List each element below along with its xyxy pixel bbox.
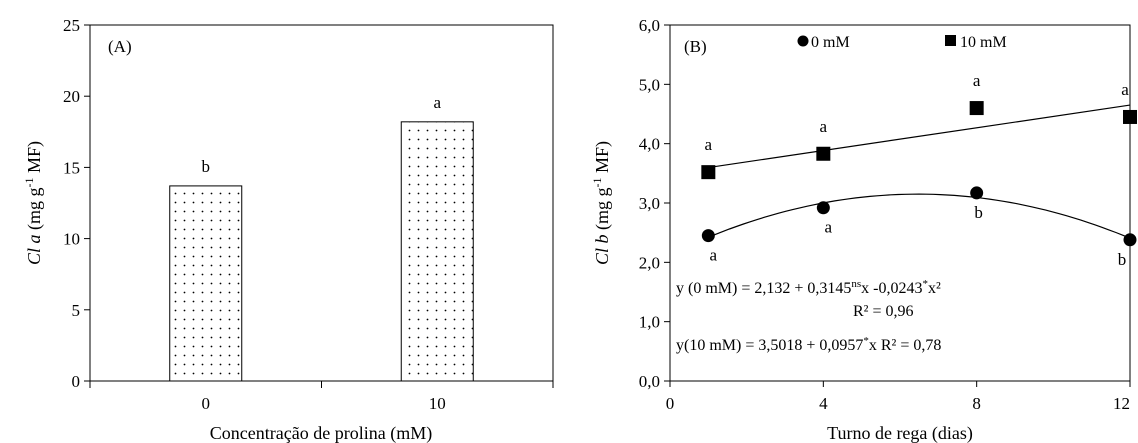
fit-lines-b [708, 104, 1131, 239]
equation-0mm-post: x² [928, 280, 941, 297]
y-axis-title-b: Cl b (mg g-1 MF) [590, 141, 613, 265]
x-tick-label-a: 0 [202, 394, 211, 413]
point-0mm [970, 186, 984, 200]
plot-frame-b [669, 24, 1131, 382]
x-tick-label-b: 8 [972, 394, 981, 413]
equation-10mm: y(10 mM) = 3,5018 + 0,0957*x R² = 0,78 [676, 335, 941, 354]
equation-10mm-star: * [863, 335, 869, 347]
bar-10 [400, 121, 474, 382]
point-letter-0mm: b [1118, 250, 1127, 269]
bars-a: ba [169, 93, 474, 382]
y-tick-label-a: 10 [63, 230, 80, 249]
y-axis-title-a-pre: (mg g [24, 188, 45, 235]
point-0mm [701, 229, 715, 243]
y-tick-label-b: 4,0 [639, 135, 660, 154]
y-axis-title-b-post: MF) [592, 141, 613, 178]
y-tick-label-b: 1,0 [639, 313, 660, 332]
x-tick-label-b: 0 [666, 394, 675, 413]
bar-letter-0: b [202, 157, 211, 176]
bar-0 [169, 185, 243, 382]
legend-label-0mm: 0 mM [811, 34, 850, 51]
x-axis-b: 0 4 8 12 [666, 381, 1131, 413]
legend-b: 0 mM 10 mM [797, 34, 1007, 51]
fit-line-10mm [708, 104, 1131, 169]
y-tick-label-a: 0 [72, 372, 81, 391]
y-axis-title-a-post: MF) [24, 141, 45, 178]
point-letter-0mm: a [825, 218, 833, 237]
points-b: a a b b a a a a [701, 71, 1137, 269]
x-tick-label-b: 12 [1113, 394, 1130, 413]
point-letter-10mm: a [973, 71, 981, 90]
y-tick-label-b: 2,0 [639, 253, 660, 272]
point-0mm [816, 201, 830, 215]
equation-10mm-pre: y(10 mM) = 3,5018 + 0,0957 [676, 337, 863, 354]
point-letter-0mm: b [974, 203, 983, 222]
panel-label-a: (A) [108, 37, 132, 56]
equation-0mm: y (0 mM) = 2,132 + 0,3145nsx -0,0243*x² [676, 278, 941, 297]
r-squared-0mm: R² = 0,96 [853, 303, 914, 320]
y-axis-title-b-pre: (mg g [592, 188, 613, 235]
y-axis-title-a: Cl a (mg g-1 MF) [22, 141, 45, 265]
point-letter-10mm: a [705, 135, 713, 154]
equation-0mm-mid: x -0,0243 [861, 280, 922, 297]
legend-marker-0mm [797, 35, 809, 47]
y-tick-label-b: 6,0 [639, 16, 660, 35]
equation-0mm-ns: ns [851, 278, 861, 290]
y-tick-label-b: 5,0 [639, 75, 660, 94]
y-tick-label-a: 25 [63, 16, 80, 35]
x-tick-label-b: 4 [819, 394, 828, 413]
plot-frame-a [89, 24, 554, 382]
y-axis-b: 0,0 1,0 2,0 3,0 4,0 5,0 6,0 [639, 16, 670, 391]
point-10mm [1123, 109, 1137, 124]
equation-10mm-post: x R² = 0,78 [869, 337, 942, 354]
y-axis-title-b-sup: -1 [590, 178, 604, 188]
point-letter-0mm: a [710, 246, 718, 265]
x-axis-title-b: Turno de rega (dias) [827, 423, 973, 443]
y-axis-a: 0 5 10 15 20 25 [63, 16, 90, 391]
y-tick-label-a: 5 [72, 301, 81, 320]
point-10mm [816, 146, 831, 161]
point-10mm [701, 165, 716, 180]
y-tick-label-b: 0,0 [639, 372, 660, 391]
legend-marker-10mm [945, 35, 956, 46]
legend-label-10mm: 10 mM [960, 34, 1007, 51]
y-axis-title-a-italic: Cl a [24, 235, 44, 266]
point-letter-10mm: a [820, 117, 828, 136]
y-tick-label-b: 3,0 [639, 194, 660, 213]
y-tick-label-a: 15 [63, 158, 80, 177]
y-tick-label-a: 20 [63, 87, 80, 106]
point-letter-10mm: a [1121, 80, 1129, 99]
fit-line-0mm [708, 193, 1131, 239]
panel-label-b: (B) [684, 37, 707, 56]
point-10mm [969, 101, 984, 116]
x-tick-label-a: 10 [429, 394, 446, 413]
equation-0mm-pre: y (0 mM) = 2,132 + 0,3145 [676, 280, 851, 297]
equation-0mm-star: * [922, 278, 928, 290]
y-axis-title-a-sup: -1 [22, 178, 36, 188]
x-axis-title-a: Concentração de prolina (mM) [210, 423, 432, 443]
y-axis-title-b-italic: Cl b [592, 235, 612, 266]
point-0mm [1123, 233, 1137, 247]
bar-letter-10: a [433, 93, 441, 112]
x-axis-a: 0 10 [89, 381, 554, 413]
